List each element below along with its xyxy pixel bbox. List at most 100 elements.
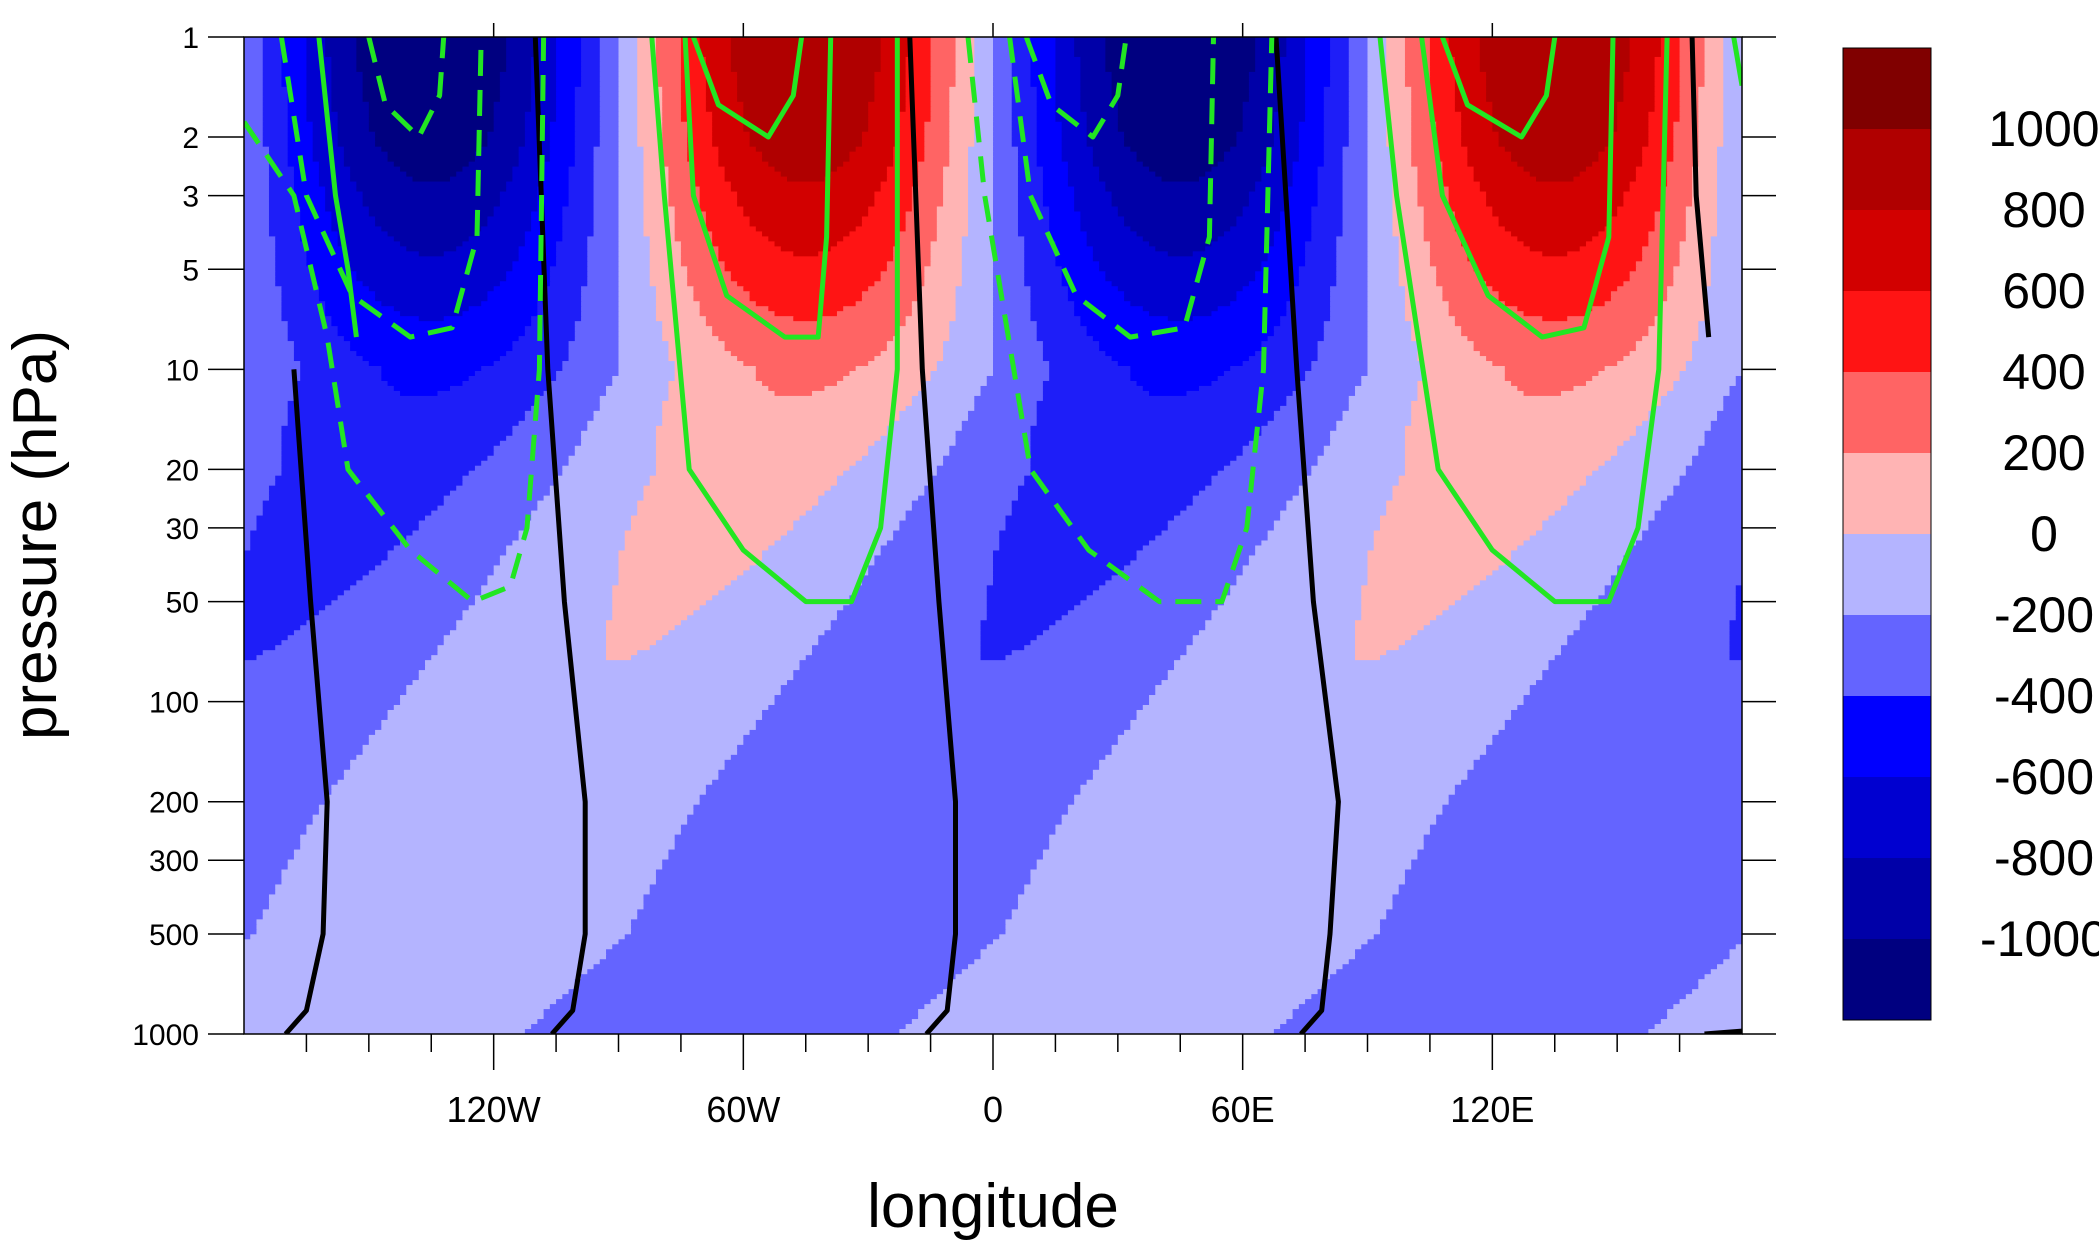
field-cell	[1280, 86, 1306, 93]
field-cell	[649, 281, 688, 287]
field-cell	[1367, 41, 1387, 48]
field-cell	[949, 121, 975, 128]
field-cell	[1448, 37, 1481, 43]
field-cell	[481, 585, 613, 592]
field-cell	[1142, 161, 1219, 168]
field-cell	[980, 645, 1025, 651]
field-cell	[244, 834, 301, 841]
field-cell	[637, 81, 657, 88]
field-cell	[699, 41, 732, 48]
field-cell	[381, 375, 470, 382]
field-cell	[905, 56, 932, 63]
field-cell	[1685, 211, 1718, 218]
field-cell	[1654, 515, 1742, 522]
field-cell	[368, 116, 495, 123]
field-cell	[1042, 849, 1419, 856]
field-cell	[1436, 131, 1462, 138]
field-cell	[818, 251, 894, 258]
field-cell	[955, 37, 975, 43]
field-cell	[306, 51, 326, 58]
field-cell	[1492, 211, 1618, 218]
field-cell	[974, 86, 994, 93]
field-cell	[1280, 515, 1381, 522]
field-cell	[1242, 106, 1281, 113]
field-cell	[1036, 131, 1063, 138]
field-cell	[275, 241, 308, 248]
field-cell	[493, 211, 532, 218]
field-cell	[955, 306, 994, 312]
field-cell	[968, 191, 994, 198]
field-cell	[637, 650, 813, 656]
field-cell	[1673, 136, 1700, 143]
field-cell	[293, 166, 320, 173]
colorbar-frame	[1842, 47, 1932, 1021]
field-cell	[1585, 480, 1681, 487]
field-cell	[568, 341, 620, 347]
field-cell	[943, 201, 969, 208]
field-cell	[618, 231, 645, 238]
field-cell	[562, 231, 595, 238]
field-cell	[244, 680, 414, 686]
field-cell	[1429, 96, 1456, 103]
field-cell	[1011, 126, 1038, 133]
field-cell	[562, 211, 595, 218]
field-cell	[1404, 81, 1431, 88]
field-cell	[474, 156, 520, 163]
field-cell	[549, 281, 588, 287]
field-cell	[331, 211, 370, 218]
field-cell	[524, 326, 576, 332]
field-cell	[244, 211, 270, 218]
field-cell	[1648, 131, 1675, 138]
field-cell	[749, 141, 863, 148]
field-cell	[599, 106, 620, 113]
field-cell	[293, 171, 320, 178]
field-cell	[655, 41, 682, 48]
field-cell	[768, 306, 844, 312]
field-cell	[1629, 41, 1662, 48]
y-tick-label: 3	[182, 181, 199, 214]
field-cell	[1042, 186, 1075, 193]
field-cell	[655, 879, 1032, 886]
field-cell	[375, 216, 489, 223]
field-cell	[1011, 505, 1188, 512]
field-cell	[1348, 400, 1412, 407]
field-cell	[493, 361, 564, 367]
field-cell	[1629, 46, 1662, 53]
field-cell	[537, 201, 570, 208]
field-cell	[1092, 336, 1269, 342]
field-cell	[1011, 121, 1038, 128]
field-cell	[1392, 171, 1419, 178]
field-cell	[893, 246, 932, 253]
field-cell	[899, 326, 951, 332]
y-tick-label: 30	[166, 513, 199, 546]
field-cell	[1336, 276, 1369, 282]
field-cell	[1642, 530, 1742, 537]
field-cell	[1367, 371, 1425, 377]
field-cell	[1017, 226, 1050, 233]
field-cell	[581, 76, 601, 83]
field-cell	[1542, 251, 1568, 258]
field-cell	[1723, 121, 1742, 128]
field-cell	[1392, 894, 1742, 901]
field-cell	[1142, 236, 1219, 243]
field-cell	[1086, 241, 1150, 248]
field-cell	[1342, 964, 1718, 970]
field-cell	[549, 131, 576, 138]
field-cell	[468, 161, 520, 168]
field-cell	[1436, 156, 1469, 163]
field-cell	[1211, 311, 1288, 317]
field-cell	[755, 301, 857, 307]
field-cell	[618, 216, 645, 223]
field-cell	[1723, 71, 1742, 78]
field-cell	[244, 196, 270, 203]
field-cell	[244, 739, 370, 746]
field-cell	[1367, 356, 1419, 362]
field-cell	[493, 286, 545, 292]
field-cell	[1136, 550, 1256, 557]
field-cell	[1261, 166, 1294, 173]
field-cell	[537, 505, 638, 512]
field-cell	[1342, 161, 1369, 168]
field-cell	[244, 844, 301, 851]
field-cell	[974, 131, 994, 138]
field-cell	[893, 151, 926, 158]
